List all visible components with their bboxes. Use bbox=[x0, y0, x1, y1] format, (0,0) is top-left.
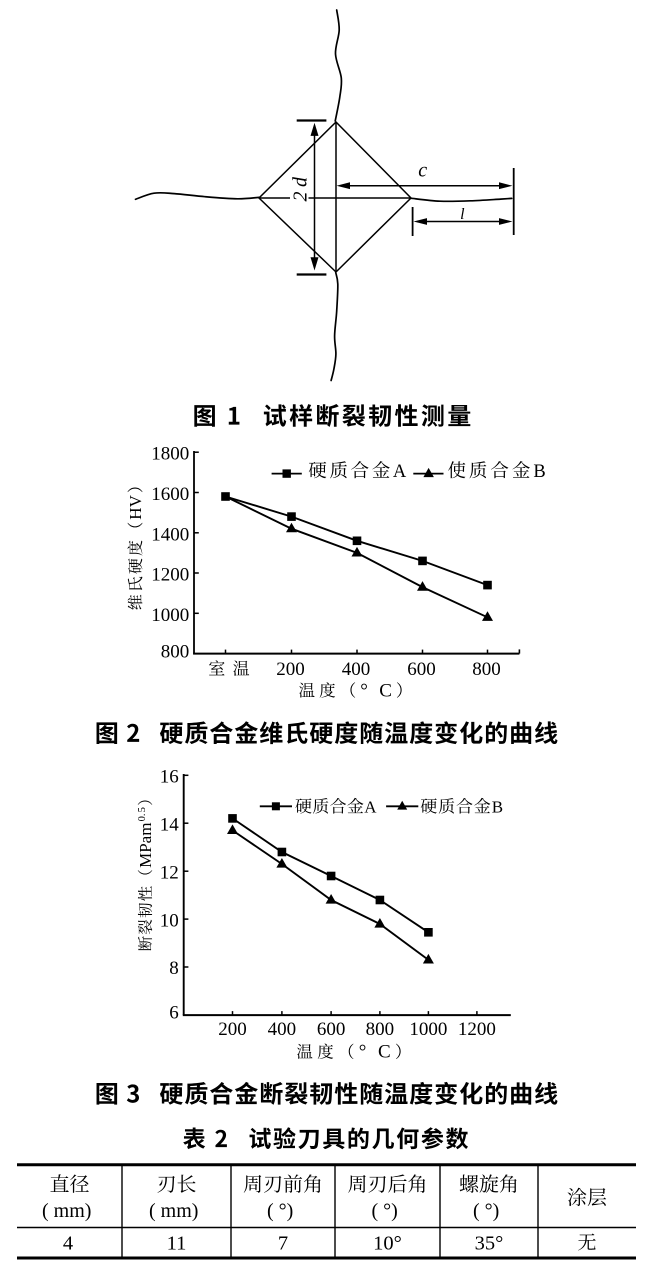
svg-text:B: B bbox=[533, 462, 545, 482]
svg-text:1000: 1000 bbox=[151, 605, 189, 626]
svg-text:1200: 1200 bbox=[458, 1019, 496, 1040]
svg-text:4: 4 bbox=[63, 1232, 73, 1254]
svg-text:c: c bbox=[418, 160, 427, 182]
svg-text:A: A bbox=[364, 797, 377, 816]
svg-text:1600: 1600 bbox=[151, 484, 189, 505]
svg-text:400: 400 bbox=[342, 659, 371, 680]
svg-text:( °): ( °) bbox=[267, 1200, 293, 1222]
svg-text:8: 8 bbox=[169, 958, 179, 979]
svg-text:6: 6 bbox=[169, 1003, 179, 1024]
svg-text:10°: 10° bbox=[373, 1232, 402, 1254]
svg-text:°: ° bbox=[360, 680, 368, 701]
svg-text:C: C bbox=[378, 1042, 391, 1063]
svg-text:600: 600 bbox=[407, 659, 436, 680]
svg-text:C: C bbox=[379, 680, 392, 701]
svg-text:7: 7 bbox=[278, 1232, 288, 1254]
svg-text:MPam: MPam bbox=[136, 823, 155, 868]
svg-text:800: 800 bbox=[366, 1019, 395, 1040]
svg-text:200: 200 bbox=[276, 659, 305, 680]
svg-text:l: l bbox=[460, 206, 465, 223]
svg-text:( mm): ( mm) bbox=[149, 1200, 198, 1222]
svg-text:1200: 1200 bbox=[151, 565, 189, 586]
svg-text:HV: HV bbox=[126, 494, 145, 519]
svg-text:35°: 35° bbox=[475, 1232, 504, 1254]
svg-text:5: 5 bbox=[137, 807, 148, 812]
svg-text:200: 200 bbox=[218, 1019, 247, 1040]
svg-text:800: 800 bbox=[161, 642, 190, 663]
svg-text:1000: 1000 bbox=[409, 1019, 447, 1040]
svg-text:10: 10 bbox=[160, 910, 179, 931]
svg-text:( °): ( °) bbox=[372, 1200, 398, 1222]
svg-text:11: 11 bbox=[167, 1232, 187, 1254]
svg-text:14: 14 bbox=[160, 814, 180, 835]
svg-text:800: 800 bbox=[472, 659, 501, 680]
svg-text:16: 16 bbox=[160, 767, 179, 788]
svg-text:0.: 0. bbox=[137, 814, 148, 822]
svg-text:( mm): ( mm) bbox=[42, 1200, 91, 1222]
svg-text:1800: 1800 bbox=[151, 444, 189, 465]
svg-text:400: 400 bbox=[268, 1019, 297, 1040]
svg-text:1400: 1400 bbox=[151, 524, 189, 545]
svg-text:2d: 2d bbox=[290, 173, 312, 202]
svg-text:600: 600 bbox=[317, 1019, 346, 1040]
svg-text:A: A bbox=[393, 462, 407, 482]
svg-text:12: 12 bbox=[160, 862, 179, 883]
svg-text:( °): ( °) bbox=[473, 1200, 499, 1222]
svg-text:°: ° bbox=[359, 1042, 367, 1063]
svg-text:B: B bbox=[492, 797, 503, 816]
